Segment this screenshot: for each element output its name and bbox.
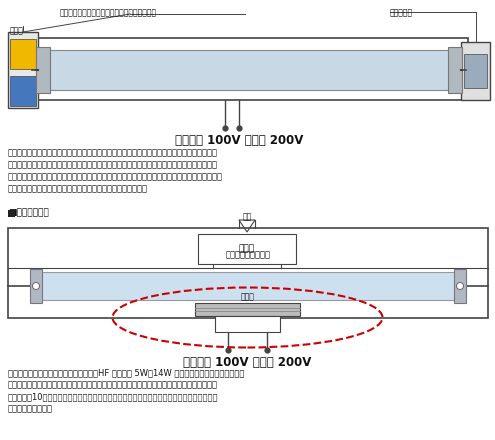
Bar xyxy=(10,39,36,69)
Bar xyxy=(36,47,50,93)
Bar xyxy=(40,272,456,300)
Text: 雑音防止コンデンサ: 雑音防止コンデンサ xyxy=(226,250,270,260)
Text: 接点: 接点 xyxy=(243,212,251,221)
Text: 使わないため、より少ない電力で発光させることができます。: 使わないため、より少ない電力で発光させることができます。 xyxy=(8,184,148,193)
Text: 点灯管: 点灯管 xyxy=(239,245,255,253)
Bar xyxy=(8,210,15,217)
Bar xyxy=(461,42,490,100)
Bar xyxy=(198,234,296,264)
Bar xyxy=(195,303,300,316)
Bar xyxy=(48,50,450,90)
Bar xyxy=(18,38,468,100)
Bar xyxy=(30,269,42,303)
Bar xyxy=(10,76,36,106)
Circle shape xyxy=(456,282,463,290)
Bar xyxy=(454,269,466,303)
Bar xyxy=(8,32,38,108)
Text: 電源感知器: 電源感知器 xyxy=(390,8,413,17)
Text: の对命は約10年と言われ、それを超える器具には発光効率の低減、故障がおこり、取り替え: の对命は約10年と言われ、それを超える器具には発光効率の低減、故障がおこり、取り… xyxy=(8,392,218,401)
Text: 安定器: 安定器 xyxy=(241,292,254,301)
Text: 一般型の蛛光灯で必要となる安定器は、HF 型も含め 5W～14W 程度の消費電力がかかります。: 一般型の蛛光灯で必要となる安定器は、HF 型も含め 5W～14W 程度の消費電力… xyxy=(8,368,245,377)
Bar xyxy=(464,54,487,88)
Bar xyxy=(8,228,488,318)
Bar xyxy=(448,47,462,93)
Text: 整流器: 整流器 xyxy=(10,26,24,35)
Text: 高周波インバータの電気回路コントロール装置と電源感知器の動きを制御し、ツーウェイ回路: 高周波インバータの電気回路コントロール装置と電源感知器の動きを制御し、ツーウェイ… xyxy=(8,148,218,157)
Text: 交流電源 100V または 200V: 交流電源 100V または 200V xyxy=(175,134,303,147)
Text: 交流電源 100V または 200V: 交流電源 100V または 200V xyxy=(183,356,312,369)
Text: 分な熱として電力を消費しますが、「エコらる蛛光灯」は発光しても余分な熱にほとんど電力を: 分な熱として電力を消費しますが、「エコらる蛛光灯」は発光しても余分な熱にほとんど… xyxy=(8,172,223,181)
Bar xyxy=(215,316,280,332)
Text: 「エコらる蛛光灯」では安定器を必要としないため消費電力の削減が可能です。また、安定器: 「エコらる蛛光灯」では安定器を必要としないため消費電力の削減が可能です。また、安… xyxy=(8,380,218,389)
Circle shape xyxy=(33,282,40,290)
Text: が必要となります。: が必要となります。 xyxy=(8,404,53,413)
Text: 高周波インバータ　電気回路コントロール装置: 高周波インバータ 電気回路コントロール装置 xyxy=(60,8,157,17)
Text: を形成。高周波を利用した放電で蛛光管を発光させています。従来型蛛光灯は発光と同時に余: を形成。高周波を利用した放電で蛛光管を発光させています。従来型蛛光灯は発光と同時… xyxy=(8,160,218,169)
Text: ■一般型蛛光灯: ■一般型蛛光灯 xyxy=(8,208,49,217)
